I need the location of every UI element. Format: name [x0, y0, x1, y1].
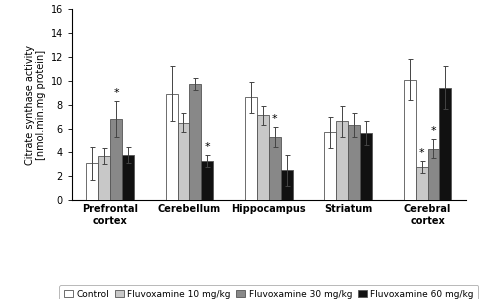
Bar — [360, 133, 372, 200]
Bar — [281, 170, 293, 200]
Bar — [98, 156, 110, 200]
Bar — [416, 167, 428, 200]
Text: *: * — [431, 126, 436, 136]
Y-axis label: Citrate synthase activity
[nmol.min.mg protein]: Citrate synthase activity [nmol.min.mg p… — [25, 45, 47, 165]
Bar — [178, 123, 190, 200]
Bar — [201, 161, 213, 200]
Bar — [166, 94, 178, 200]
Bar — [439, 88, 451, 200]
Bar — [110, 119, 122, 200]
Text: *: * — [204, 142, 210, 152]
Bar — [257, 115, 269, 200]
Bar — [86, 163, 98, 200]
Text: *: * — [419, 148, 424, 158]
Text: *: * — [272, 115, 277, 124]
Bar — [336, 121, 348, 200]
Bar — [428, 149, 439, 200]
Bar — [404, 80, 416, 200]
Legend: Control, Fluvoxamine 10 mg/kg, Fluvoxamine 30 mg/kg, Fluvoxamine 60 mg/kg: Control, Fluvoxamine 10 mg/kg, Fluvoxami… — [59, 285, 479, 299]
Bar — [190, 84, 201, 200]
Bar — [324, 132, 336, 200]
Bar — [122, 155, 134, 200]
Bar — [348, 125, 360, 200]
Text: *: * — [113, 88, 119, 98]
Bar — [269, 137, 281, 200]
Bar — [245, 97, 257, 200]
